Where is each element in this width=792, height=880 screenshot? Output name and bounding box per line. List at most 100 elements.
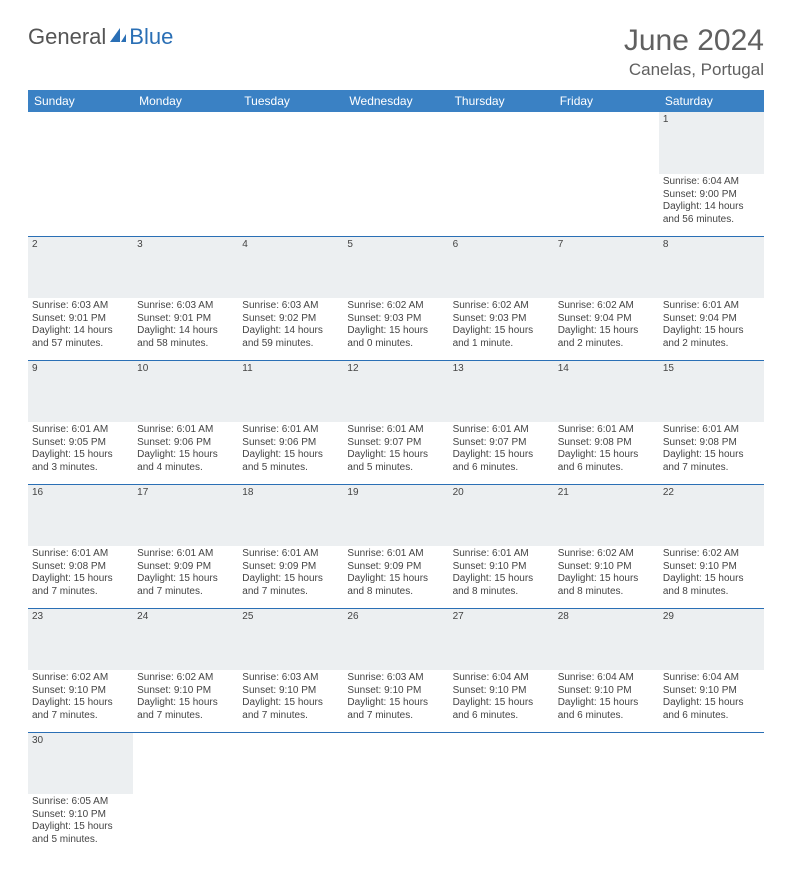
sunset-text: Sunset: 9:10 PM: [137, 685, 234, 698]
sunrise-text: Sunrise: 6:03 AM: [32, 300, 129, 313]
week-row: Sunrise: 6:05 AMSunset: 9:10 PMDaylight:…: [28, 794, 764, 856]
sunrise-text: Sunrise: 6:01 AM: [663, 300, 760, 313]
day-number-cell: 18: [238, 484, 343, 546]
sunset-text: Sunset: 9:02 PM: [242, 313, 339, 326]
daynum-row: 30: [28, 732, 764, 794]
calendar-table: Sunday Monday Tuesday Wednesday Thursday…: [28, 90, 764, 856]
day-number-cell: [343, 112, 448, 174]
day-number-cell: [659, 732, 764, 794]
daynum-row: 2345678: [28, 236, 764, 298]
daynum-row: 23242526272829: [28, 608, 764, 670]
logo: General Blue: [28, 24, 173, 50]
day-number-cell: [554, 112, 659, 174]
day-cell: Sunrise: 6:05 AMSunset: 9:10 PMDaylight:…: [28, 794, 133, 856]
day-cell: [133, 174, 238, 236]
day-cell: Sunrise: 6:01 AMSunset: 9:09 PMDaylight:…: [343, 546, 448, 608]
day-number-cell: 17: [133, 484, 238, 546]
day-cell: Sunrise: 6:03 AMSunset: 9:01 PMDaylight:…: [28, 298, 133, 360]
sunset-text: Sunset: 9:05 PM: [32, 437, 129, 450]
title-block: June 2024 Canelas, Portugal: [624, 24, 764, 80]
day-number-cell: 4: [238, 236, 343, 298]
sunrise-text: Sunrise: 6:02 AM: [347, 300, 444, 313]
day-cell: [238, 794, 343, 856]
day-cell: Sunrise: 6:03 AMSunset: 9:02 PMDaylight:…: [238, 298, 343, 360]
sunrise-text: Sunrise: 6:02 AM: [558, 300, 655, 313]
day-number-cell: 7: [554, 236, 659, 298]
day-cell: [28, 174, 133, 236]
day-number-cell: 30: [28, 732, 133, 794]
sunset-text: Sunset: 9:04 PM: [663, 313, 760, 326]
sunset-text: Sunset: 9:10 PM: [558, 685, 655, 698]
calendar-page: General Blue June 2024 Canelas, Portugal…: [0, 0, 792, 880]
day-cell: Sunrise: 6:03 AMSunset: 9:10 PMDaylight:…: [238, 670, 343, 732]
daylight-text: Daylight: 15 hours and 3 minutes.: [32, 449, 129, 474]
location: Canelas, Portugal: [624, 60, 764, 80]
day-cell: Sunrise: 6:01 AMSunset: 9:09 PMDaylight:…: [238, 546, 343, 608]
day-cell: Sunrise: 6:02 AMSunset: 9:03 PMDaylight:…: [449, 298, 554, 360]
day-cell: Sunrise: 6:01 AMSunset: 9:05 PMDaylight:…: [28, 422, 133, 484]
daylight-text: Daylight: 14 hours and 58 minutes.: [137, 325, 234, 350]
sunset-text: Sunset: 9:09 PM: [347, 561, 444, 574]
sunset-text: Sunset: 9:04 PM: [558, 313, 655, 326]
day-number-cell: 15: [659, 360, 764, 422]
daylight-text: Daylight: 15 hours and 6 minutes.: [663, 697, 760, 722]
logo-text-general: General: [28, 24, 106, 50]
day-cell: Sunrise: 6:01 AMSunset: 9:06 PMDaylight:…: [133, 422, 238, 484]
day-number-cell: 28: [554, 608, 659, 670]
daylight-text: Daylight: 15 hours and 7 minutes.: [347, 697, 444, 722]
sunrise-text: Sunrise: 6:02 AM: [558, 548, 655, 561]
weekday-header: Thursday: [449, 90, 554, 112]
sunrise-text: Sunrise: 6:01 AM: [347, 424, 444, 437]
daylight-text: Daylight: 15 hours and 7 minutes.: [137, 697, 234, 722]
logo-sail-icon: [106, 24, 129, 50]
day-number-cell: [238, 732, 343, 794]
day-number-cell: [133, 732, 238, 794]
day-number-cell: 19: [343, 484, 448, 546]
day-number-cell: 3: [133, 236, 238, 298]
page-header: General Blue June 2024 Canelas, Portugal: [28, 24, 764, 80]
daylight-text: Daylight: 15 hours and 8 minutes.: [453, 573, 550, 598]
daylight-text: Daylight: 15 hours and 8 minutes.: [347, 573, 444, 598]
day-cell: Sunrise: 6:03 AMSunset: 9:10 PMDaylight:…: [343, 670, 448, 732]
sunset-text: Sunset: 9:08 PM: [32, 561, 129, 574]
sunset-text: Sunset: 9:03 PM: [347, 313, 444, 326]
daylight-text: Daylight: 14 hours and 59 minutes.: [242, 325, 339, 350]
daynum-row: 1: [28, 112, 764, 174]
month-title: June 2024: [624, 24, 764, 58]
daylight-text: Daylight: 15 hours and 1 minute.: [453, 325, 550, 350]
day-number-cell: 23: [28, 608, 133, 670]
daylight-text: Daylight: 15 hours and 2 minutes.: [558, 325, 655, 350]
daylight-text: Daylight: 14 hours and 56 minutes.: [663, 201, 760, 226]
day-cell: [449, 174, 554, 236]
sunset-text: Sunset: 9:10 PM: [32, 685, 129, 698]
day-cell: Sunrise: 6:01 AMSunset: 9:06 PMDaylight:…: [238, 422, 343, 484]
day-cell: [449, 794, 554, 856]
sunset-text: Sunset: 9:06 PM: [137, 437, 234, 450]
sunrise-text: Sunrise: 6:01 AM: [32, 548, 129, 561]
day-cell: Sunrise: 6:01 AMSunset: 9:08 PMDaylight:…: [659, 422, 764, 484]
sunset-text: Sunset: 9:08 PM: [663, 437, 760, 450]
sunrise-text: Sunrise: 6:04 AM: [663, 176, 760, 189]
sunrise-text: Sunrise: 6:01 AM: [242, 548, 339, 561]
weekday-header: Sunday: [28, 90, 133, 112]
sunset-text: Sunset: 9:01 PM: [137, 313, 234, 326]
daylight-text: Daylight: 15 hours and 7 minutes.: [663, 449, 760, 474]
day-cell: [343, 174, 448, 236]
calendar-body: 1Sunrise: 6:04 AMSunset: 9:00 PMDaylight…: [28, 112, 764, 856]
day-number-cell: 9: [28, 360, 133, 422]
sunset-text: Sunset: 9:09 PM: [242, 561, 339, 574]
day-number-cell: 8: [659, 236, 764, 298]
sunrise-text: Sunrise: 6:04 AM: [558, 672, 655, 685]
day-number-cell: [133, 112, 238, 174]
daylight-text: Daylight: 15 hours and 6 minutes.: [453, 697, 550, 722]
logo-text-blue: Blue: [129, 24, 173, 50]
daylight-text: Daylight: 14 hours and 57 minutes.: [32, 325, 129, 350]
day-cell: Sunrise: 6:02 AMSunset: 9:04 PMDaylight:…: [554, 298, 659, 360]
sunset-text: Sunset: 9:10 PM: [453, 685, 550, 698]
daylight-text: Daylight: 15 hours and 7 minutes.: [242, 697, 339, 722]
week-row: Sunrise: 6:03 AMSunset: 9:01 PMDaylight:…: [28, 298, 764, 360]
sunrise-text: Sunrise: 6:03 AM: [137, 300, 234, 313]
sunset-text: Sunset: 9:07 PM: [347, 437, 444, 450]
weekday-header: Wednesday: [343, 90, 448, 112]
sunrise-text: Sunrise: 6:02 AM: [453, 300, 550, 313]
